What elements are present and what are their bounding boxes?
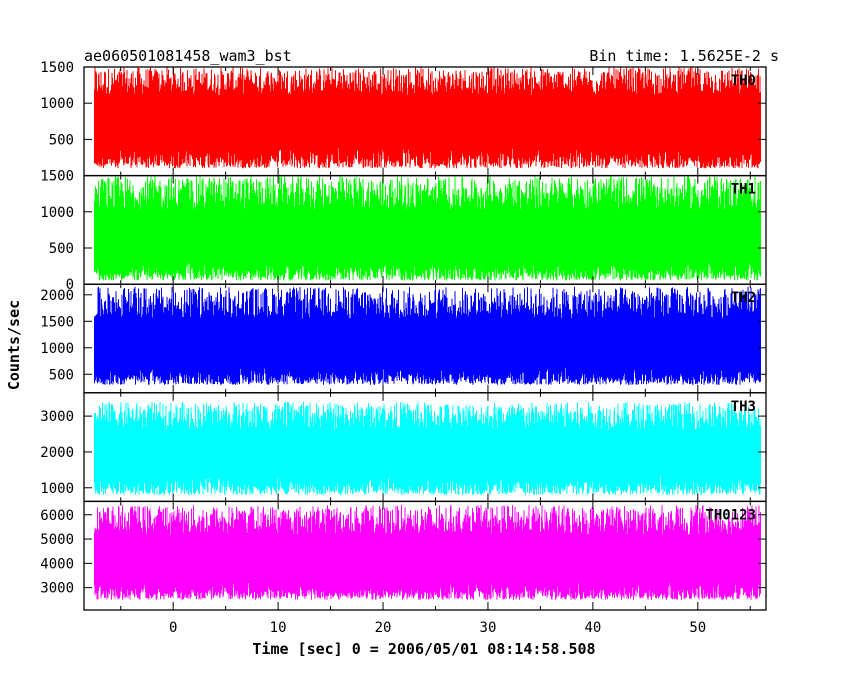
- x-tick-label: 50: [689, 620, 706, 636]
- panel-label-th1: TH1: [731, 182, 756, 198]
- y-tick-label: 2000: [40, 288, 74, 304]
- y-tick-label: 0: [66, 277, 74, 293]
- y-tick-label: 500: [49, 132, 74, 148]
- y-tick-label: 1500: [40, 169, 74, 185]
- y-tick-label: 500: [49, 241, 74, 257]
- bin-time-label: Bin time: 1.5625E-2 s: [589, 47, 779, 65]
- y-tick-label: 3000: [40, 581, 74, 597]
- chart-title: ae060501081458_wam3_bst: [84, 47, 292, 65]
- series-th0123: [94, 505, 761, 600]
- y-tick-label: 1000: [40, 96, 74, 112]
- panels-group: 50010001500TH0050010001500TH150010001500…: [40, 60, 767, 636]
- x-tick-label: 30: [480, 620, 497, 636]
- series-th3: [94, 401, 761, 495]
- y-tick-label: 1500: [40, 60, 74, 76]
- x-tick-label: 0: [169, 620, 177, 636]
- series-th0: [94, 67, 761, 169]
- y-tick-label: 1000: [40, 481, 74, 497]
- y-tick-label: 4000: [40, 556, 74, 572]
- y-tick-label: 2000: [40, 445, 74, 461]
- y-tick-label: 6000: [40, 508, 74, 524]
- y-tick-label: 5000: [40, 532, 74, 548]
- x-tick-label: 40: [584, 620, 601, 636]
- y-axis-title: Counts/sec: [5, 300, 23, 390]
- panel-frame-th0123: [83, 500, 767, 611]
- series-th2: [94, 286, 761, 385]
- panel-label-th0: TH0: [731, 73, 756, 89]
- x-axis-title: Time [sec] 0 = 2006/05/01 08:14:58.508: [252, 640, 595, 658]
- y-tick-label: 3000: [40, 409, 74, 425]
- y-tick-label: 1000: [40, 205, 74, 221]
- x-tick-label: 20: [375, 620, 392, 636]
- x-tick-label: 10: [270, 620, 287, 636]
- panel-label-th2: TH2: [731, 290, 756, 306]
- y-tick-label: 1000: [40, 341, 74, 357]
- panel-label-th3: TH3: [731, 399, 756, 415]
- series-th1: [94, 175, 761, 281]
- panel-label-th0123: TH0123: [705, 507, 756, 523]
- y-tick-label: 1500: [40, 314, 74, 330]
- y-tick-label: 500: [49, 367, 74, 383]
